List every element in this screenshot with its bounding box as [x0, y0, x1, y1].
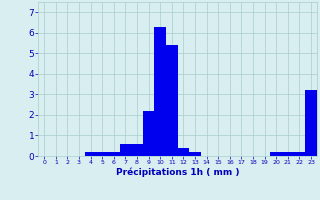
Bar — [85, 152, 96, 156]
Bar — [108, 152, 120, 156]
Bar — [305, 90, 317, 156]
Bar — [131, 144, 143, 156]
Bar — [120, 144, 131, 156]
Bar — [166, 45, 178, 156]
X-axis label: Précipitations 1h ( mm ): Précipitations 1h ( mm ) — [116, 168, 239, 177]
Bar — [178, 148, 189, 156]
Bar — [282, 152, 294, 156]
Bar — [270, 152, 282, 156]
Bar — [189, 152, 201, 156]
Bar — [294, 152, 305, 156]
Bar — [143, 111, 155, 156]
Bar — [96, 152, 108, 156]
Bar — [155, 27, 166, 156]
